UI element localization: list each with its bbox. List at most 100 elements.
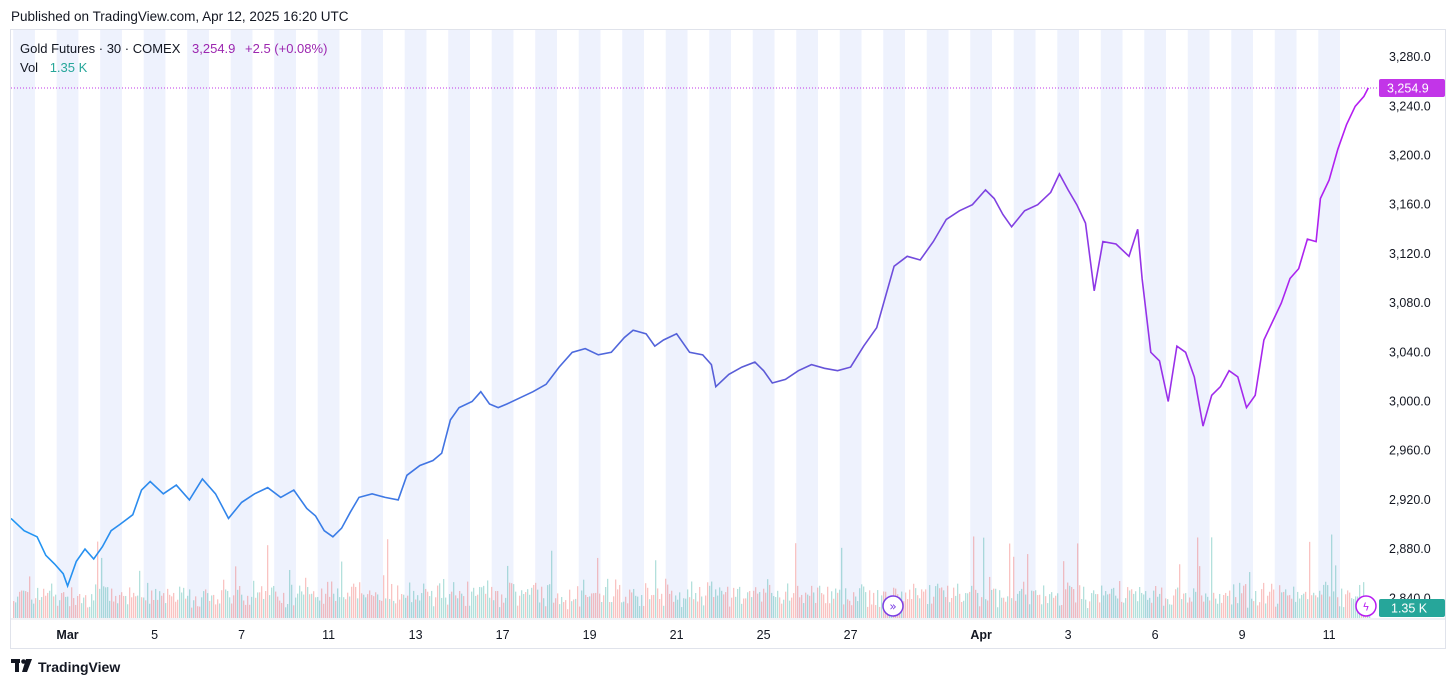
volume-bar (187, 595, 189, 618)
session-band (839, 30, 862, 618)
volume-bar (525, 592, 527, 618)
y-tick-label: 3,280.0 (1389, 50, 1431, 64)
volume-bar (857, 601, 859, 618)
volume-bar (847, 599, 849, 618)
volume-bar (503, 602, 505, 618)
volume-bar (193, 600, 195, 618)
volume-bar (1259, 602, 1261, 618)
volume-bar (587, 597, 589, 618)
volume-bar (1303, 593, 1305, 618)
volume-bar (753, 590, 755, 618)
volume-bar (1187, 602, 1189, 618)
volume-bar (803, 603, 805, 618)
session-bands (13, 30, 1341, 618)
volume-bar (131, 597, 133, 618)
volume-bar (517, 605, 519, 618)
volume-bar (309, 594, 311, 618)
volume-bar (287, 603, 289, 618)
chart-frame[interactable]: 3,280.0 3,240.0 3,200.0 3,160.0 3,120.0 3,080… (10, 29, 1446, 649)
volume-bar (297, 593, 299, 618)
volume-bar (509, 582, 511, 618)
volume-bar (1121, 601, 1123, 618)
volume-bar (779, 597, 781, 618)
volume-bar (1113, 587, 1115, 618)
volume-bar (719, 587, 721, 618)
session-band (143, 30, 166, 618)
volume-bar (123, 595, 125, 618)
volume-bar (1341, 588, 1343, 618)
volume-bar (801, 594, 803, 618)
volume-bar (115, 595, 117, 618)
volume-bar (1177, 587, 1179, 618)
session-band (709, 30, 731, 618)
volume-bar (1105, 591, 1107, 618)
volume-bar (1145, 591, 1147, 618)
chart-legend: Gold Futures · 30 · COMEX 3,254.9 +2.5 (… (20, 39, 327, 77)
volume-bar (315, 597, 317, 618)
volume-bar (1143, 594, 1145, 618)
y-tick-label: 3,040.0 (1389, 345, 1431, 359)
volume-bar (743, 598, 745, 618)
volume-bar (1199, 566, 1201, 618)
x-tick-label: 19 (583, 628, 597, 642)
volume-bar (197, 606, 199, 618)
volume-bar (71, 587, 73, 618)
volume-bar (1061, 604, 1063, 618)
volume-bar (1241, 593, 1243, 618)
volume-bar (19, 591, 21, 618)
volume-bar (81, 603, 83, 618)
volume-bar (453, 582, 455, 618)
volume-bar (379, 600, 381, 618)
volume-bar (571, 601, 573, 618)
volume-bar (69, 606, 71, 618)
volume-bar (1065, 589, 1067, 618)
price-chart[interactable]: 3,280.0 3,240.0 3,200.0 3,160.0 3,120.0 3,080… (11, 30, 1445, 648)
volume-bar (481, 587, 483, 618)
y-tick-label: 2,880.0 (1389, 542, 1431, 556)
volume-bar (1193, 588, 1195, 618)
volume-bar (867, 606, 869, 618)
volume-bar (931, 603, 933, 618)
volume-bar (665, 578, 667, 618)
volume-bar (669, 593, 671, 618)
x-tick-label: 9 (1239, 628, 1246, 642)
volume-bar (15, 602, 17, 618)
volume-bar (541, 586, 543, 618)
volume-bar (775, 597, 777, 618)
volume-bar (439, 583, 441, 618)
volume-bar (917, 595, 919, 618)
volume-bar (293, 605, 295, 618)
volume-bar (321, 588, 323, 618)
volume-bar (495, 591, 497, 618)
volume-bar (1013, 556, 1015, 618)
volume-bar (1293, 586, 1295, 618)
footer-brand[interactable]: TradingView (11, 659, 120, 675)
volume-bar (533, 584, 535, 618)
volume-bar (433, 606, 435, 618)
volume-bar (687, 589, 689, 618)
volume-bar (969, 591, 971, 618)
volume-bar (1141, 592, 1143, 618)
volume-bar (1111, 588, 1113, 618)
volume-bar (431, 590, 433, 618)
volume-bar (353, 583, 355, 618)
volume-bar (1271, 583, 1273, 618)
volume-bar (365, 597, 367, 618)
scroll-to-realtime-icon[interactable]: » (882, 595, 904, 617)
volume-bar (255, 597, 257, 618)
volume-label[interactable]: Vol (20, 60, 39, 75)
lightning-icon[interactable]: ϟ (1355, 595, 1377, 617)
volume-bar (1317, 597, 1319, 618)
volume-bar (629, 589, 631, 618)
volume-bar (705, 595, 707, 618)
volume-bar (467, 581, 469, 618)
volume-bar (179, 586, 181, 618)
volume-bar (757, 593, 759, 618)
volume-bar (1169, 604, 1171, 618)
volume-bar (91, 594, 93, 618)
volume-bar (1201, 595, 1203, 618)
volume-bar (331, 581, 333, 618)
volume-bar (645, 583, 647, 618)
session-band (317, 30, 340, 618)
symbol-title[interactable]: Gold Futures · 30 · COMEX (20, 41, 181, 56)
